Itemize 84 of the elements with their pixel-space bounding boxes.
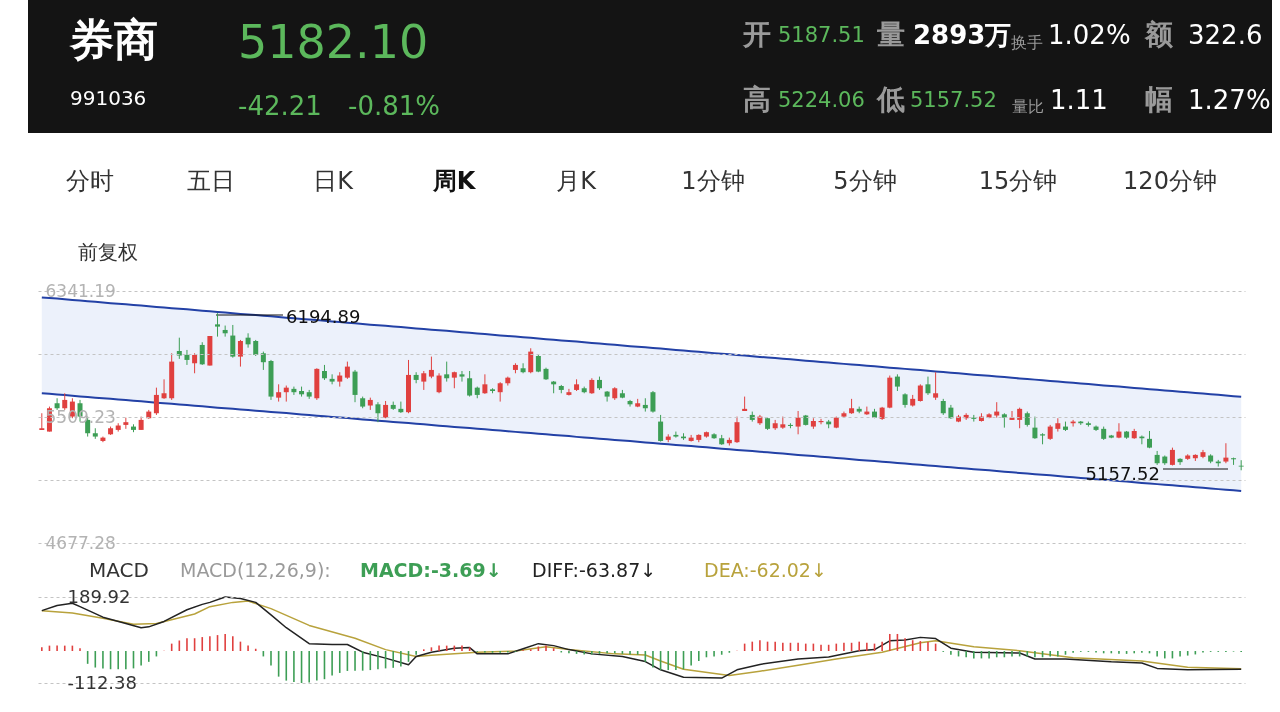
text: 开 bbox=[742, 18, 771, 51]
candlestick bbox=[1116, 422, 1122, 439]
candlestick bbox=[1032, 416, 1038, 440]
candlestick bbox=[161, 378, 167, 400]
candlestick bbox=[1223, 442, 1229, 464]
candlestick bbox=[199, 341, 205, 366]
text: DEA:-62.02↓ bbox=[704, 559, 827, 581]
candlestick bbox=[658, 414, 664, 443]
text: 5187.51 bbox=[778, 23, 865, 47]
candlestick bbox=[230, 324, 236, 359]
text: 额 bbox=[1144, 18, 1174, 51]
text: 月K bbox=[556, 167, 598, 195]
text: 量 bbox=[876, 18, 905, 51]
line-series bbox=[40, 296, 1243, 398]
candlestick bbox=[184, 349, 190, 366]
text: 1.02% bbox=[1048, 20, 1131, 50]
candlestick bbox=[925, 376, 931, 396]
text: -0.81% bbox=[348, 91, 440, 121]
candlestick bbox=[604, 390, 610, 403]
candlestick bbox=[352, 369, 358, 403]
y-tick-label: 6341.19 bbox=[45, 280, 116, 301]
candlestick bbox=[497, 381, 503, 403]
candlestick bbox=[153, 387, 159, 416]
candlestick bbox=[329, 373, 335, 385]
candlestick bbox=[444, 361, 450, 383]
candlestick bbox=[650, 390, 656, 414]
candlestick bbox=[215, 312, 221, 338]
candlestick bbox=[428, 356, 434, 379]
candlestick bbox=[421, 370, 427, 391]
text: 1分钟 bbox=[681, 167, 745, 195]
candlestick bbox=[245, 332, 251, 349]
text: 量比 bbox=[1012, 97, 1044, 116]
candlestick bbox=[459, 370, 465, 383]
candlestick bbox=[566, 388, 572, 397]
text: 周K bbox=[431, 167, 477, 195]
candlestick bbox=[123, 417, 129, 430]
text: 分时 bbox=[66, 167, 114, 195]
candlestick bbox=[482, 373, 488, 395]
candlestick bbox=[1238, 459, 1244, 471]
text: 换手 bbox=[1011, 33, 1043, 52]
text: 2893万 bbox=[913, 20, 1012, 50]
text: 5分钟 bbox=[833, 167, 897, 195]
chart-title: MACD bbox=[89, 558, 149, 582]
candlestick bbox=[734, 416, 740, 444]
text: 5224.06 bbox=[778, 88, 865, 112]
legend-title: MACD(12,26,9): bbox=[180, 559, 331, 581]
text: 高 bbox=[743, 83, 771, 116]
text: 322.6 bbox=[1188, 20, 1263, 50]
chart-title: 券商 bbox=[69, 14, 158, 65]
text: 120分钟 bbox=[1123, 167, 1217, 195]
chart-subtitle: 991036 bbox=[70, 86, 147, 110]
candlestick bbox=[520, 362, 526, 374]
text: 1.11 bbox=[1050, 85, 1108, 115]
candlestick bbox=[375, 401, 381, 423]
candlestick bbox=[176, 337, 182, 360]
candlestick bbox=[1009, 410, 1015, 421]
text: -42.21 bbox=[238, 91, 322, 121]
annotation: 5157.52 bbox=[1085, 463, 1160, 484]
candlestick bbox=[237, 339, 243, 368]
candlestick bbox=[192, 352, 198, 374]
y-tick-label: 189.92 bbox=[67, 585, 131, 607]
text: 日K bbox=[313, 167, 355, 195]
line-series bbox=[40, 392, 1243, 492]
candlestick bbox=[260, 351, 266, 371]
text: 前复权 bbox=[78, 240, 138, 264]
text: 5182.10 bbox=[238, 15, 429, 69]
y-tick-label: -112.38 bbox=[67, 671, 137, 693]
text: DIFF:-63.87↓ bbox=[532, 559, 657, 581]
candlestick bbox=[673, 431, 679, 439]
candlestick bbox=[1017, 407, 1023, 429]
candlestick bbox=[933, 371, 939, 401]
candlestick bbox=[528, 347, 534, 374]
text: 幅 bbox=[1145, 83, 1173, 116]
candlestick bbox=[436, 372, 442, 394]
candlestick bbox=[795, 410, 801, 435]
candlestick bbox=[413, 371, 419, 384]
text: 1.27% bbox=[1188, 85, 1271, 115]
text: 五日 bbox=[187, 167, 235, 195]
candlestick bbox=[467, 370, 473, 398]
text: 低 bbox=[876, 83, 905, 116]
text: MACD:-3.69↓ bbox=[360, 559, 502, 581]
text: 15分钟 bbox=[978, 167, 1058, 195]
y-tick-label: 4677.28 bbox=[45, 532, 116, 553]
text: 5157.52 bbox=[910, 88, 997, 112]
